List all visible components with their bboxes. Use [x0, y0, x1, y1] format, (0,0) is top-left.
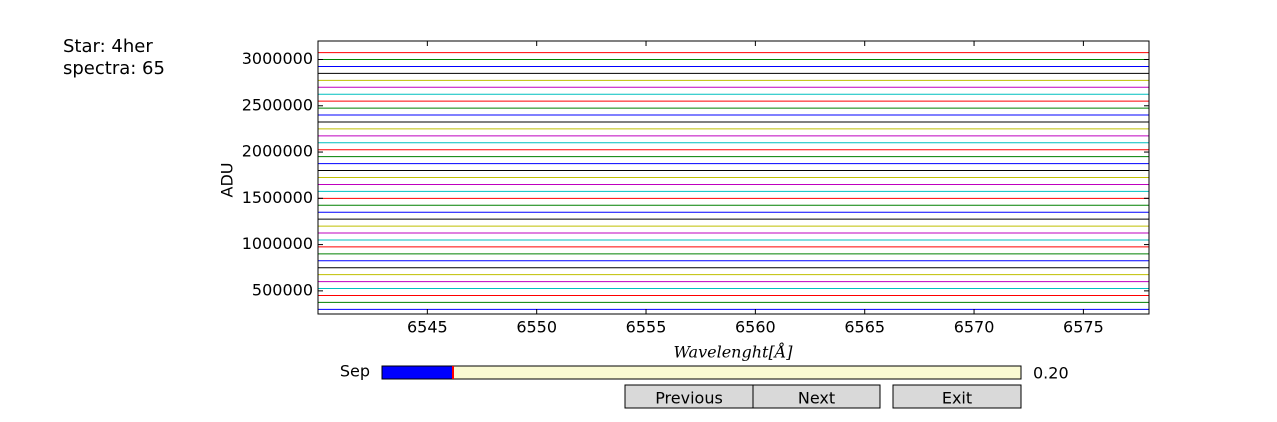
buttons: Previous Next Exit — [624, 384, 1022, 409]
slider[interactable] — [381, 365, 454, 380]
button-label[interactable]: Next — [798, 389, 835, 408]
slider-value: 0.20 — [1033, 364, 1069, 383]
y-tick-label: 2000000 — [242, 142, 313, 161]
spectra-text: spectra: 65 — [63, 58, 165, 79]
x-tick-label: 6550 — [516, 318, 557, 337]
button[interactable]: Next — [752, 384, 881, 409]
star-text: Star: 4her — [63, 36, 153, 57]
y-tick-label: 2500000 — [242, 95, 313, 114]
y-axis-label: ADU — [218, 163, 237, 198]
x-tick-label: 6570 — [954, 318, 995, 337]
x-tick-label: 6545 — [407, 318, 448, 337]
button-box[interactable] — [892, 384, 1022, 409]
y-tick-label: 1000000 — [242, 234, 313, 253]
y-tick-label: 1500000 — [242, 188, 313, 207]
button[interactable]: Previous — [624, 384, 754, 409]
plot-frame — [317, 40, 1150, 315]
x-axis-label: Wavelenght[Å] — [673, 342, 793, 362]
x-tick-label: 6560 — [735, 318, 776, 337]
slider-fill[interactable] — [381, 365, 454, 380]
x-tick-label: 6575 — [1063, 318, 1104, 337]
y-tick-label: 500000 — [252, 280, 313, 299]
button-label[interactable]: Exit — [942, 389, 972, 408]
slider-label: Sep — [340, 362, 370, 381]
button-label[interactable]: Previous — [655, 389, 723, 408]
plot-area — [318, 52, 1149, 310]
button[interactable]: Exit — [892, 384, 1022, 409]
y-tick-label: 3000000 — [242, 49, 313, 68]
slider-track[interactable] — [381, 365, 1022, 380]
x-tick-label: 6565 — [844, 318, 885, 337]
button-box[interactable] — [752, 384, 881, 409]
x-tick-label: 6555 — [626, 318, 667, 337]
